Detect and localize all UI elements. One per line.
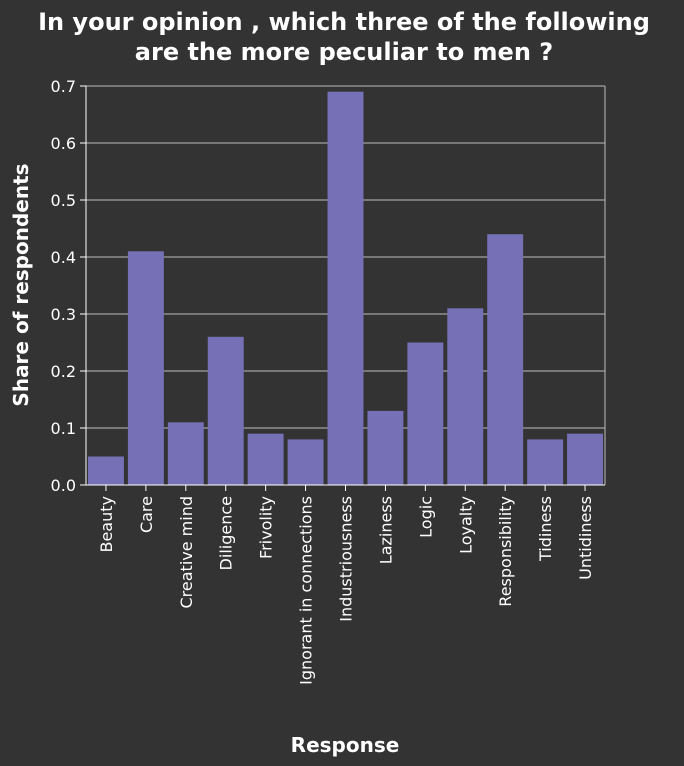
- y-tick-label-0: 0.0: [51, 476, 76, 495]
- x-tick-labels: Beauty Care Creative mind Diligence Frivolit…: [97, 496, 595, 685]
- bar-diligence: [207, 336, 244, 485]
- x-tick-label-5: Ignorant in connections: [297, 496, 316, 685]
- x-tick-label-11: Tidiness: [536, 496, 555, 562]
- bar-industriousness: [327, 91, 364, 485]
- bar-care: [127, 251, 164, 485]
- x-tick-label-3: Diligence: [217, 496, 236, 570]
- x-tick-label-1: Care: [137, 496, 156, 533]
- bars: [87, 91, 604, 485]
- x-tick-label-12: Untidiness: [576, 496, 595, 580]
- y-tick-label-3: 0.3: [51, 305, 76, 324]
- bar-responsibility: [487, 234, 524, 485]
- y-tick-label-2: 0.2: [51, 362, 76, 381]
- bar-ignorant-in-connections: [287, 439, 324, 485]
- chart-title-line-1: In your opinion , which three of the fol…: [38, 8, 650, 36]
- chart-title-line-2: are the more peculiar to men ?: [135, 38, 553, 66]
- x-tick-label-8: Logic: [416, 496, 435, 538]
- x-axis-label: Response: [291, 733, 400, 757]
- y-tick-label-1: 0.1: [51, 419, 76, 438]
- bar-frivolity: [247, 433, 284, 485]
- y-tick-labels: 0.0 0.1 0.2 0.3 0.4 0.5 0.6 0.7: [51, 77, 76, 495]
- x-tick-label-2: Creative mind: [177, 496, 196, 609]
- x-tick-label-7: Laziness: [376, 496, 395, 564]
- x-tick-label-4: Frivolity: [257, 496, 276, 559]
- y-axis-label: Share of respondents: [9, 163, 33, 406]
- axes: [80, 85, 606, 491]
- y-tick-label-5: 0.5: [51, 191, 76, 210]
- y-tick-label-6: 0.6: [51, 134, 76, 153]
- y-tick-label-7: 0.7: [51, 77, 76, 96]
- bar-laziness: [367, 410, 404, 485]
- x-tick-label-10: Responsibility: [496, 496, 515, 607]
- x-tick-label-6: Industriousness: [337, 496, 356, 622]
- bar-tidiness: [527, 439, 564, 485]
- bar-creative-mind: [167, 422, 204, 485]
- y-tick-label-4: 0.4: [51, 248, 76, 267]
- bar-beauty: [87, 456, 124, 485]
- bar-logic: [407, 342, 444, 485]
- bar-loyalty: [447, 308, 484, 485]
- bar-untidiness: [567, 433, 604, 485]
- x-tick-label-9: Loyalty: [456, 496, 475, 554]
- x-tick-label-0: Beauty: [97, 496, 116, 553]
